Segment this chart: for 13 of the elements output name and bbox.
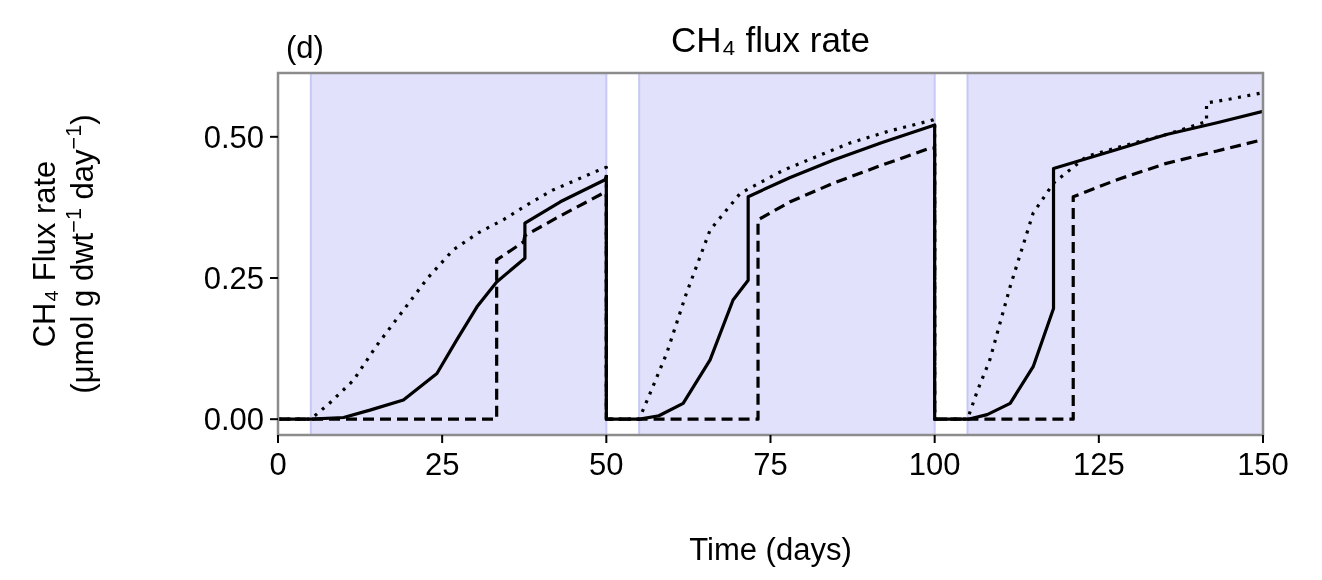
y-tick-label: 0.25 [203,260,264,296]
x-tick-label: 25 [424,447,460,482]
x-tick-label: 125 [1072,447,1125,482]
x-tick-label: 150 [1237,447,1289,482]
x-tick-label: 75 [753,447,788,482]
text: (d) [286,30,324,65]
x-tick-label: 0 [269,447,287,482]
x-tick-label: 50 [589,447,624,482]
x-axis-title: Time (days) [689,532,852,567]
x-tick-label: 100 [908,447,961,482]
y-tick-label: 0.00 [203,402,264,438]
chart-title: CH₄ flux rate [670,20,871,59]
y-tick-label: 0.50 [203,119,264,155]
